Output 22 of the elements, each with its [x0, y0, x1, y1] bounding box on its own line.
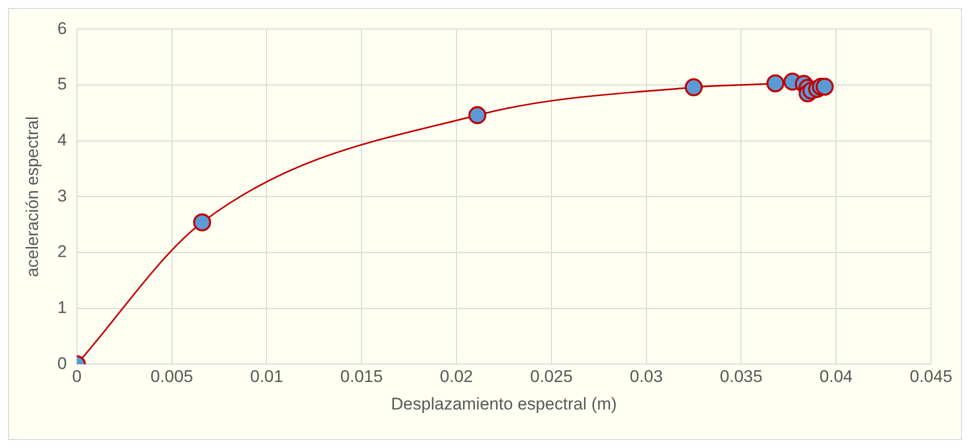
- y-tick-label: 6: [57, 18, 67, 38]
- x-tick-label: 0.01: [250, 367, 284, 386]
- x-tick-label: 0.025: [530, 367, 573, 386]
- point: [816, 78, 834, 96]
- y-tick-label: 4: [57, 130, 67, 150]
- x-tick-label: 0: [72, 367, 82, 386]
- point: [684, 78, 703, 96]
- x-tick-label: 0.005: [150, 367, 194, 386]
- y-axis-title: aceleración espectral: [22, 116, 42, 278]
- y-tick-label: 2: [57, 242, 67, 262]
- x-tick-label: 0.02: [440, 367, 474, 386]
- y-tick-label: 5: [57, 74, 67, 94]
- x-axis-title: Desplazamiento espectral (m): [391, 394, 617, 414]
- x-tick-label: 0.045: [910, 367, 952, 386]
- y-tick-label: 1: [57, 298, 67, 318]
- x-tick-label: 0.015: [340, 367, 383, 386]
- y-tick-label: 0: [57, 354, 67, 373]
- x-tick-label: 0.03: [630, 367, 663, 386]
- point: [766, 74, 784, 92]
- x-tick-label: 0.04: [820, 367, 853, 386]
- y-tick-label: 3: [57, 186, 67, 206]
- x-tick-label: 0.035: [720, 367, 762, 386]
